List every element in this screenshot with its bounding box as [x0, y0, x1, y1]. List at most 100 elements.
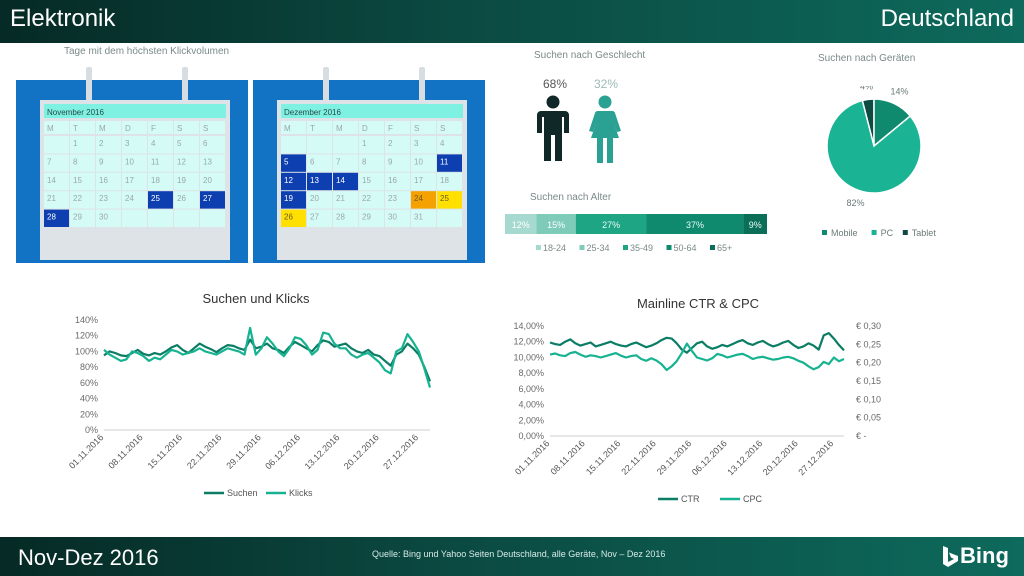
age-bar-label: 9% — [749, 220, 762, 230]
november-day-cell — [174, 172, 199, 191]
november-day-number: 18 — [151, 176, 160, 185]
x-tick-label: 22.11.2016 — [619, 438, 657, 476]
november-day-number: 30 — [99, 213, 108, 222]
age-bar-label: 27% — [602, 220, 620, 230]
november-day-number: 8 — [73, 157, 78, 166]
december-day-number: 15 — [362, 176, 371, 185]
november-weekday-cell — [44, 121, 69, 134]
y-tick-label: 0% — [85, 425, 98, 435]
november-day-cell — [148, 172, 173, 191]
november-day-number: 9 — [99, 157, 104, 166]
december-day-cell — [359, 209, 384, 227]
december-weekday-cell — [359, 121, 384, 134]
chart-title: Mainline CTR & CPC — [637, 296, 759, 311]
legend-label: Suchen — [227, 488, 258, 498]
footer-bar: Nov-Dez 2016 Quelle: Bing und Yahoo Seit… — [0, 537, 1024, 576]
november-day-number: 11 — [151, 157, 160, 166]
december-day-number: 29 — [362, 213, 371, 222]
age-bar-label: 12% — [512, 220, 530, 230]
december-day-number: 24 — [414, 194, 423, 203]
november-weekday-label: D — [125, 124, 131, 133]
age-legend-label: 25-34 — [587, 243, 610, 253]
age-legend-swatch — [579, 245, 585, 250]
x-tick-label: 13.12.2016 — [725, 438, 764, 477]
pie-legend-label: Mobile — [831, 228, 858, 238]
x-tick-label: 06.12.2016 — [263, 432, 302, 471]
legend-label: CPC — [743, 494, 763, 504]
december-day-cell — [385, 154, 410, 172]
november-day-cell — [70, 172, 95, 191]
y-tick-label: 2,00% — [518, 415, 544, 425]
x-tick-label: 06.12.2016 — [690, 438, 729, 477]
december-day-cell — [437, 209, 462, 227]
devices-title: Suchen nach Geräten — [818, 53, 916, 64]
december-day-cell — [307, 209, 332, 227]
november-day-cell — [174, 154, 199, 172]
y-tick-label: 40% — [80, 394, 98, 404]
december-weekday-label: T — [310, 124, 315, 133]
pie-legend-label: PC — [881, 228, 894, 238]
december-day-cell — [333, 154, 358, 172]
category-title: Elektronik — [10, 5, 116, 32]
november-day-cell — [44, 209, 69, 227]
november-day-number: 4 — [151, 139, 156, 148]
y-tick-label: 140% — [75, 315, 98, 325]
december-day-cell — [307, 154, 332, 172]
december-day-number: 28 — [336, 213, 345, 222]
december-weekday-cell — [411, 121, 436, 134]
male-percent: 68% — [543, 77, 568, 91]
december-day-cell — [333, 136, 358, 154]
november-weekday-cell — [174, 121, 199, 134]
y-right-tick-label: € 0,20 — [856, 358, 881, 368]
december-day-number: 25 — [440, 194, 449, 203]
november-day-cell — [44, 136, 69, 154]
calendars-title: Tage mit dem höchsten Klickvolumen — [64, 46, 230, 57]
december-day-cell — [385, 209, 410, 227]
december-day-cell — [437, 154, 462, 172]
november-day-number: 20 — [203, 176, 212, 185]
november-weekday-cell — [148, 121, 173, 134]
x-tick-label: 29.11.2016 — [224, 432, 262, 470]
december-weekday-label: S — [414, 124, 419, 133]
november-day-cell — [200, 154, 225, 172]
x-tick-label: 01.11.2016 — [67, 432, 105, 470]
november-day-cell — [44, 154, 69, 172]
november-day-cell — [148, 209, 173, 227]
series-line-Klicks — [103, 326, 432, 388]
november-day-number: 23 — [99, 194, 108, 203]
age-legend-swatch — [710, 245, 715, 250]
header-bar: Elektronik Deutschland — [0, 0, 1024, 43]
december-weekday-label: M — [284, 124, 291, 133]
pie-label: 14% — [891, 87, 909, 97]
december-day-cell — [437, 191, 462, 209]
december-day-cell — [359, 172, 384, 191]
november-day-number: 19 — [177, 176, 186, 185]
y-tick-label: 10,00% — [513, 352, 544, 362]
november-day-number: 1 — [73, 139, 78, 148]
y-tick-label: 120% — [75, 331, 98, 341]
november-day-cell — [148, 191, 173, 209]
age-bar-65+ — [743, 214, 767, 234]
november-calendar-ring — [86, 67, 92, 101]
december-day-number: 2 — [388, 139, 393, 148]
november-weekday-cell — [200, 121, 225, 134]
november-day-cell — [122, 172, 147, 191]
november-day-cell — [200, 191, 225, 209]
x-tick-label: 13.12.2016 — [303, 432, 342, 471]
bing-logo: Bing — [942, 543, 1009, 569]
november-day-cell — [174, 191, 199, 209]
age-bar-25-34 — [536, 214, 576, 234]
december-day-number: 7 — [336, 157, 341, 166]
december-month-label: Dezember 2016 — [284, 108, 341, 117]
december-day-number: 16 — [388, 176, 397, 185]
december-day-cell — [385, 136, 410, 154]
november-day-number: 22 — [73, 194, 82, 203]
november-day-number: 14 — [47, 176, 56, 185]
age-legend-label: 65+ — [717, 243, 732, 253]
november-day-cell — [200, 209, 225, 227]
y-right-tick-label: € 0,15 — [856, 376, 881, 386]
age-chart: 12% 15% 27% 37% 9% 18-24 25-34 35-49 50-64 65+ — [505, 214, 767, 253]
december-day-cell — [411, 209, 436, 227]
november-day-cell — [200, 136, 225, 154]
